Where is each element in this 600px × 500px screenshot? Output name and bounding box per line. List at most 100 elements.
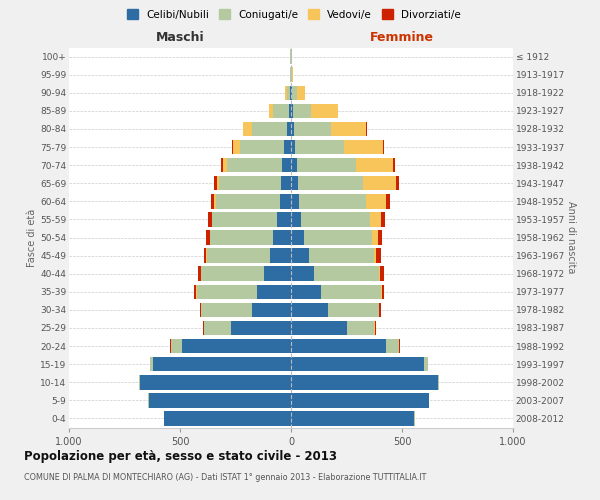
Bar <box>214 176 217 190</box>
Bar <box>311 104 338 118</box>
Bar <box>428 393 430 407</box>
Bar <box>252 122 287 136</box>
Bar <box>381 212 385 226</box>
Bar <box>149 393 291 407</box>
Bar <box>148 393 149 407</box>
Bar <box>212 212 277 226</box>
Bar <box>277 212 291 226</box>
Bar <box>291 194 299 208</box>
Bar <box>304 230 372 244</box>
Bar <box>292 86 296 100</box>
Bar <box>257 284 291 299</box>
Bar <box>291 375 437 390</box>
Bar <box>269 104 273 118</box>
Bar <box>328 302 379 317</box>
Y-axis label: Anni di nascita: Anni di nascita <box>566 202 576 274</box>
Bar <box>227 158 282 172</box>
Bar <box>382 284 384 299</box>
Bar <box>291 357 424 372</box>
Bar <box>291 320 347 335</box>
Bar <box>197 284 257 299</box>
Bar <box>203 320 204 335</box>
Bar <box>154 357 291 372</box>
Bar <box>347 320 374 335</box>
Bar <box>399 339 400 353</box>
Bar <box>397 176 399 190</box>
Bar <box>321 284 381 299</box>
Bar <box>386 339 398 353</box>
Bar <box>164 411 291 426</box>
Bar <box>383 140 384 154</box>
Bar <box>291 302 328 317</box>
Bar <box>282 158 291 172</box>
Bar <box>293 104 311 118</box>
Bar <box>291 212 301 226</box>
Bar <box>291 266 314 281</box>
Bar <box>393 158 395 172</box>
Bar <box>437 375 439 390</box>
Bar <box>221 158 223 172</box>
Bar <box>291 176 298 190</box>
Bar <box>171 339 182 353</box>
Bar <box>252 302 291 317</box>
Bar <box>150 357 154 372</box>
Bar <box>374 248 376 263</box>
Bar <box>291 393 428 407</box>
Bar <box>286 86 287 100</box>
Bar <box>291 284 321 299</box>
Bar <box>291 248 309 263</box>
Bar <box>424 357 428 372</box>
Bar <box>284 140 291 154</box>
Text: Popolazione per età, sesso e stato civile - 2013: Popolazione per età, sesso e stato civil… <box>24 450 337 463</box>
Bar <box>287 86 290 100</box>
Bar <box>287 122 291 136</box>
Bar <box>210 230 273 244</box>
Bar <box>206 230 209 244</box>
Text: COMUNE DI PALMA DI MONTECHIARO (AG) - Dati ISTAT 1° gennaio 2013 - Elaborazione : COMUNE DI PALMA DI MONTECHIARO (AG) - Da… <box>24 472 427 482</box>
Bar <box>291 411 414 426</box>
Bar <box>280 194 291 208</box>
Bar <box>273 104 289 118</box>
Bar <box>291 339 386 353</box>
Bar <box>296 158 356 172</box>
Bar <box>374 320 376 335</box>
Bar <box>233 140 240 154</box>
Bar <box>309 248 374 263</box>
Bar <box>243 122 252 136</box>
Bar <box>381 284 382 299</box>
Bar <box>139 375 140 390</box>
Bar <box>379 302 381 317</box>
Bar <box>201 302 252 317</box>
Bar <box>301 212 370 226</box>
Bar <box>291 122 295 136</box>
Text: Maschi: Maschi <box>155 31 205 44</box>
Bar <box>299 194 367 208</box>
Bar <box>214 194 215 208</box>
Bar <box>182 339 291 353</box>
Y-axis label: Fasce di età: Fasce di età <box>27 208 37 266</box>
Bar <box>140 375 291 390</box>
Bar <box>270 248 291 263</box>
Bar <box>298 176 363 190</box>
Bar <box>215 194 280 208</box>
Bar <box>205 320 231 335</box>
Bar <box>291 230 304 244</box>
Bar <box>363 176 397 190</box>
Bar <box>372 230 377 244</box>
Bar <box>206 248 270 263</box>
Bar <box>208 212 212 226</box>
Bar <box>344 140 383 154</box>
Bar <box>201 266 265 281</box>
Bar <box>295 140 344 154</box>
Bar <box>314 266 379 281</box>
Bar <box>217 176 219 190</box>
Bar <box>380 266 384 281</box>
Bar <box>199 266 200 281</box>
Bar <box>376 248 382 263</box>
Bar <box>203 248 206 263</box>
Bar <box>231 320 291 335</box>
Bar <box>356 158 393 172</box>
Bar <box>265 266 291 281</box>
Bar <box>292 68 293 82</box>
Legend: Celibi/Nubili, Coniugati/e, Vedovi/e, Divorziati/e: Celibi/Nubili, Coniugati/e, Vedovi/e, Di… <box>123 5 465 24</box>
